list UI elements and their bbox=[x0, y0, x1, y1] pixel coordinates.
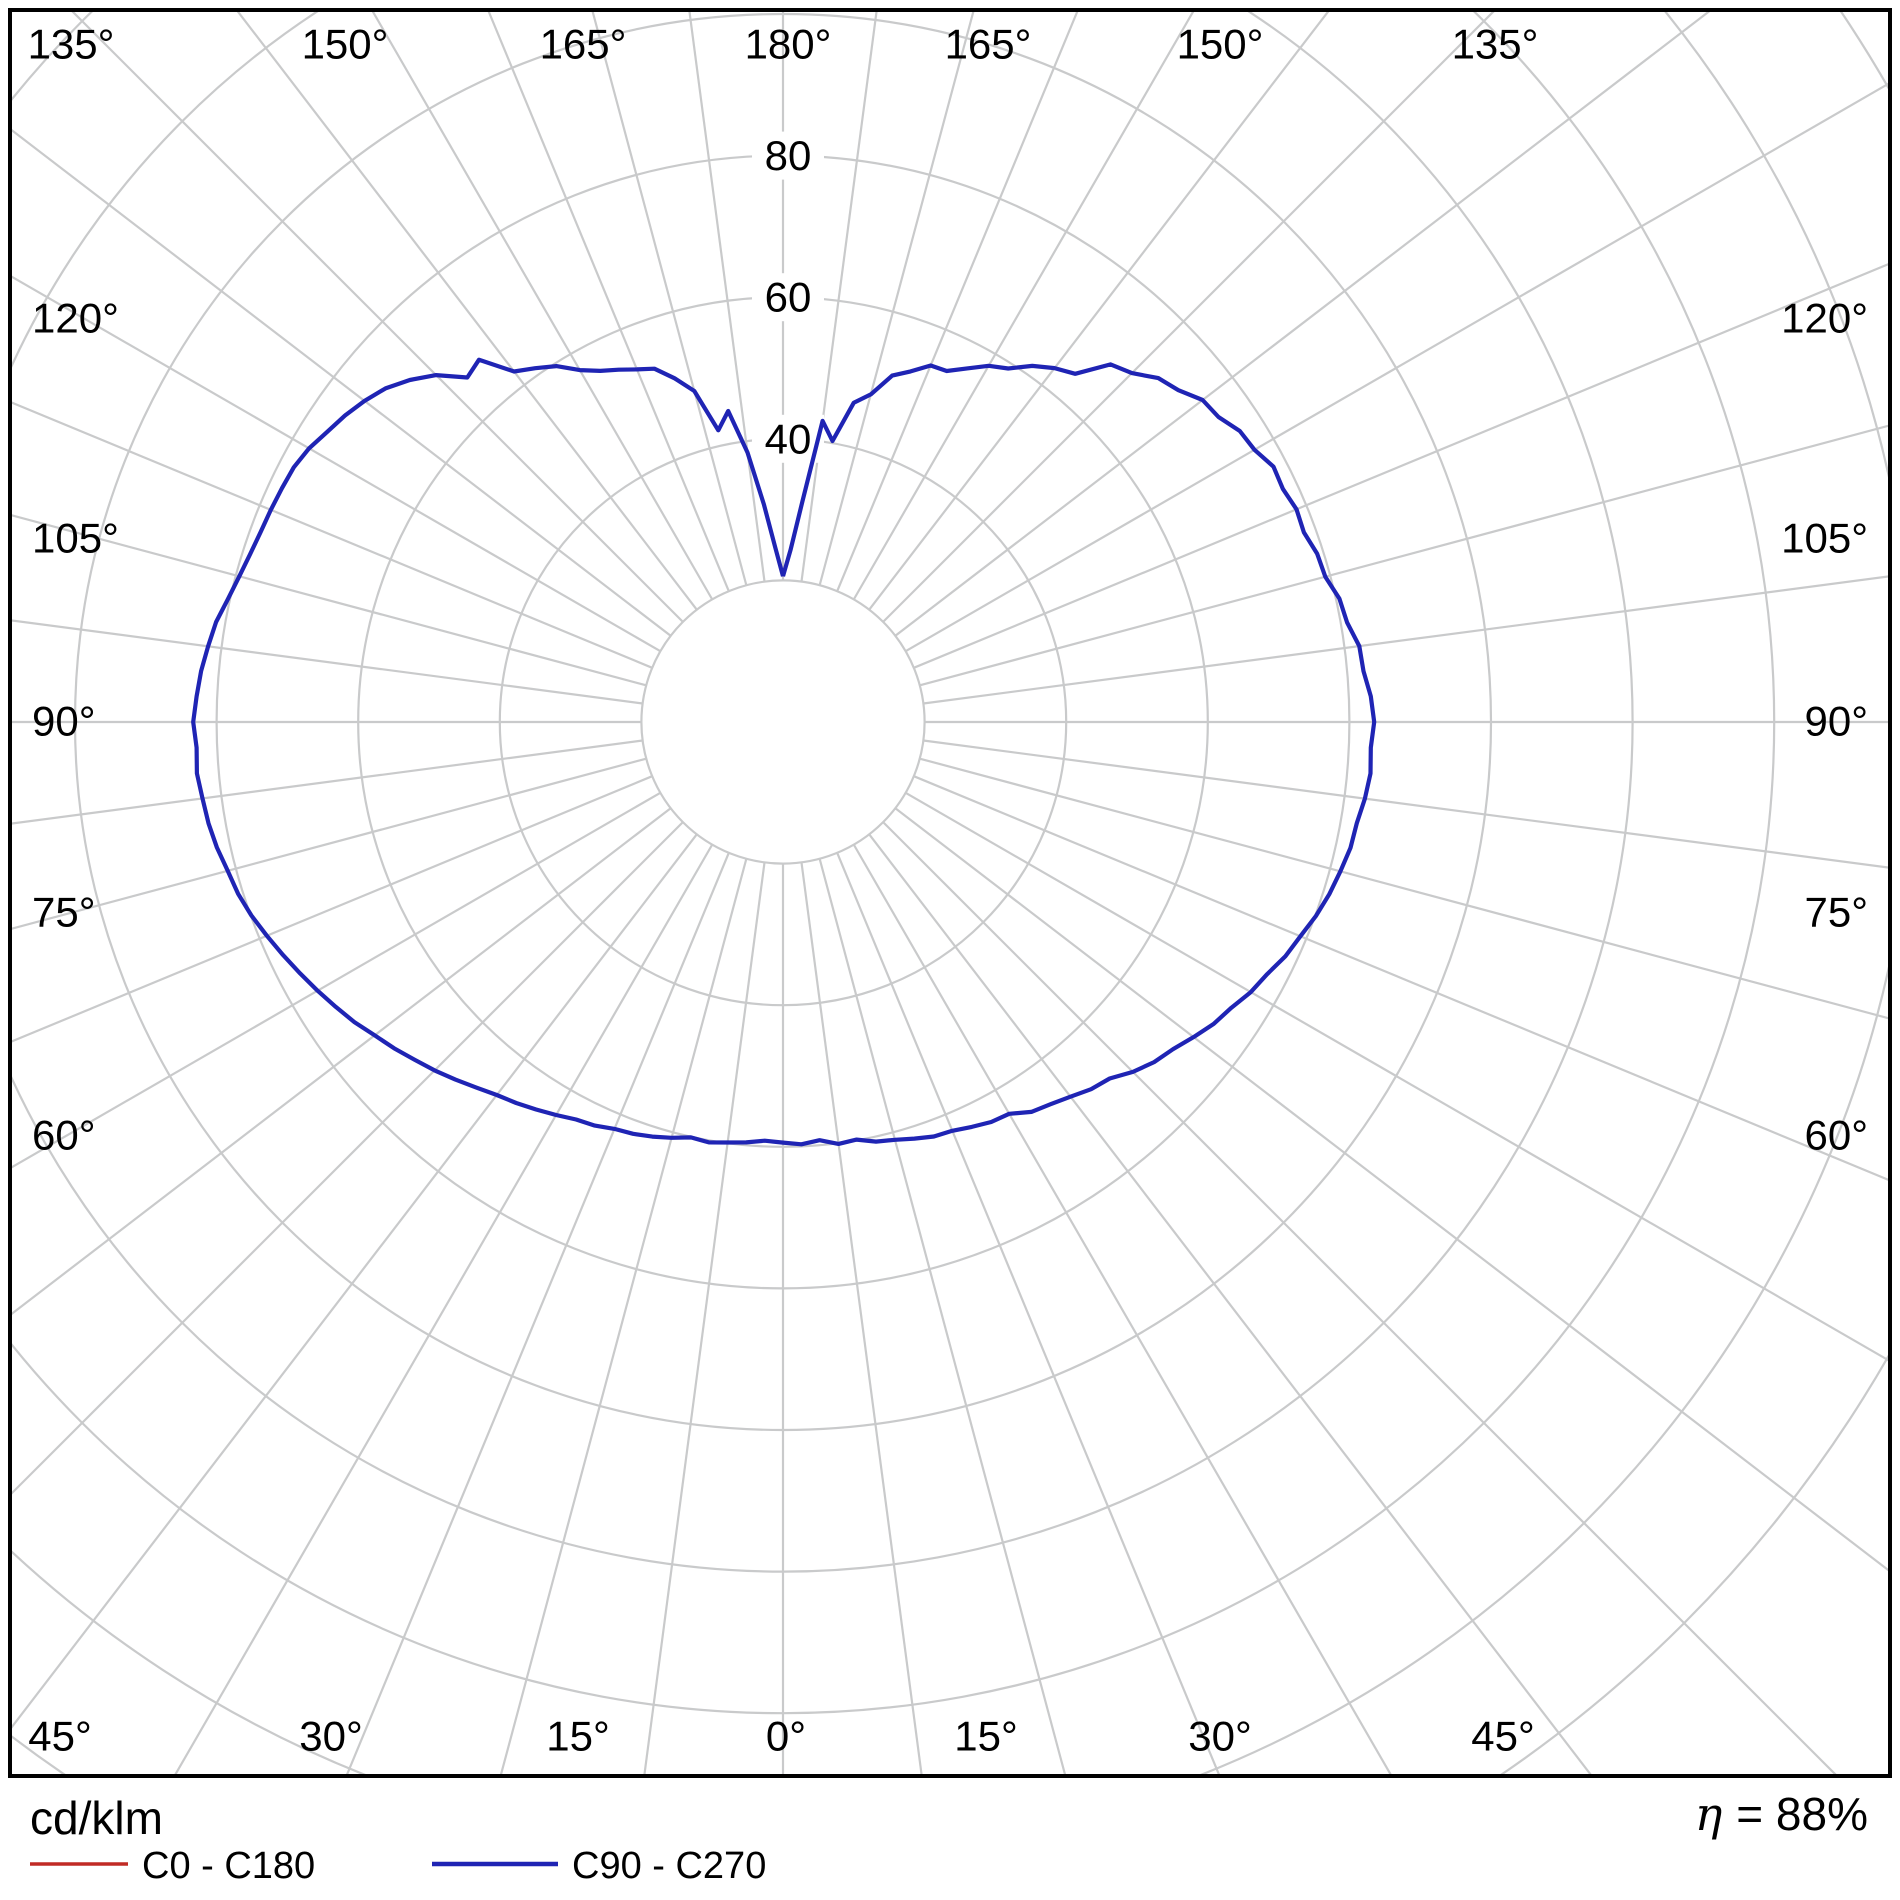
angle-label-right: 75° bbox=[1804, 889, 1868, 936]
angle-label-left: 120° bbox=[32, 295, 119, 342]
angle-label-bottom: 30° bbox=[1188, 1713, 1252, 1760]
grid-radial-line bbox=[894, 807, 1888, 1572]
grid-ring bbox=[12, 12, 1634, 1573]
grid-radial-line bbox=[836, 852, 1220, 1774]
grid-radial-line bbox=[836, 12, 1079, 592]
grid-radial-line bbox=[905, 791, 1888, 1362]
grid-radial-line bbox=[923, 575, 1888, 705]
grid-radial-line bbox=[12, 619, 643, 705]
grid-radial-line bbox=[923, 739, 1888, 869]
grid-radial-line bbox=[868, 833, 1592, 1774]
grid-radial-line bbox=[894, 12, 1711, 637]
angle-label-top: 150° bbox=[1177, 21, 1264, 68]
angle-labels: 135° 150° 165° 180° 165° 150° 135° 45° 30° 15° 0° 1… bbox=[28, 21, 1868, 1760]
angle-label-top: 180° bbox=[745, 21, 832, 68]
grid-radial-line bbox=[852, 12, 1195, 600]
radial-tick-label: 80 bbox=[765, 132, 812, 179]
angle-label-right: 120° bbox=[1781, 295, 1868, 342]
grid-radial-line bbox=[12, 401, 653, 669]
plot-border bbox=[8, 8, 1892, 1778]
legend-label-c90-c270: C90 - C270 bbox=[572, 1845, 766, 1887]
grid-radial-line bbox=[12, 514, 647, 687]
grid-radial-line bbox=[868, 12, 1330, 611]
grid-radial-line bbox=[12, 757, 647, 930]
efficiency-label: η = 88% bbox=[1695, 1787, 1868, 1841]
angle-label-top: 150° bbox=[302, 21, 389, 68]
grid-radial-line bbox=[591, 12, 748, 586]
grid-radial-line bbox=[71, 12, 684, 623]
angle-label-left: 75° bbox=[32, 889, 96, 936]
grid-radial-line bbox=[499, 858, 748, 1774]
grid-radial-line bbox=[852, 844, 1392, 1774]
grid-radial-line bbox=[643, 862, 766, 1774]
grid-radial-line bbox=[12, 833, 698, 1729]
angle-label-bottom: 0° bbox=[766, 1713, 806, 1760]
angle-label-bottom: 45° bbox=[1471, 1713, 1535, 1760]
grid-radial-line bbox=[913, 263, 1888, 669]
grid-radial-line bbox=[371, 12, 714, 600]
grid-radial-line bbox=[882, 821, 1837, 1774]
grid-radial-line bbox=[236, 12, 698, 611]
angle-label-left: 60° bbox=[32, 1112, 96, 1159]
grid-radial-line bbox=[913, 775, 1888, 1181]
angle-label-left: 90° bbox=[32, 698, 96, 745]
grid-radial-line bbox=[688, 12, 766, 582]
grid-radial-line bbox=[818, 858, 1067, 1774]
radial-tick-halo bbox=[752, 131, 824, 180]
c90-c270-curve bbox=[191, 357, 1377, 1147]
angle-label-right: 90° bbox=[1804, 698, 1868, 745]
grid-radial-line bbox=[800, 862, 923, 1774]
grid-radial-line bbox=[12, 791, 661, 1169]
angle-label-left: 105° bbox=[32, 515, 119, 562]
intensity-curves bbox=[191, 357, 1377, 1147]
angle-label-top: 135° bbox=[28, 21, 115, 68]
angle-label-bottom: 15° bbox=[954, 1713, 1018, 1760]
grid-radial-line bbox=[12, 275, 661, 653]
grid-radial-line bbox=[919, 424, 1888, 687]
grid-radial-line bbox=[487, 12, 730, 592]
eta-symbol: η bbox=[1695, 1787, 1723, 1841]
grid-ring bbox=[640, 579, 926, 865]
grid-radial-line bbox=[12, 739, 643, 825]
angle-label-right: 105° bbox=[1781, 515, 1868, 562]
angle-label-bottom: 30° bbox=[299, 1713, 363, 1760]
grid-radial-line bbox=[882, 12, 1495, 623]
grid-radial-line bbox=[346, 852, 730, 1774]
footer: cd/klm η = 88% C0 - C180 C90 - C270 bbox=[30, 1787, 1868, 1887]
grid-radial-line bbox=[12, 807, 672, 1315]
angle-label-bottom: 45° bbox=[28, 1713, 92, 1760]
angle-label-right: 60° bbox=[1804, 1112, 1868, 1159]
units-label: cd/klm bbox=[30, 1792, 163, 1844]
grid-radial-line bbox=[905, 82, 1888, 653]
radial-tick-label: 40 bbox=[765, 415, 812, 462]
grid-radial-line bbox=[12, 775, 653, 1043]
grid-radial-line bbox=[174, 844, 714, 1774]
grid-radial-line bbox=[12, 129, 672, 637]
angle-label-bottom: 15° bbox=[546, 1713, 610, 1760]
angle-label-top: 165° bbox=[945, 21, 1032, 68]
radial-tick-labels: 40 60 80 bbox=[752, 131, 824, 463]
angle-label-top: 135° bbox=[1452, 21, 1539, 68]
grid-radial-line bbox=[818, 12, 975, 586]
grid-radial-line bbox=[800, 12, 878, 582]
eta-value: = 88% bbox=[1736, 1788, 1868, 1840]
grid-radial-line bbox=[919, 757, 1888, 1020]
grid-radial-line bbox=[12, 821, 684, 1495]
angle-label-top: 165° bbox=[540, 21, 627, 68]
radial-tick-label: 60 bbox=[765, 274, 812, 321]
radial-tick-halo bbox=[752, 273, 824, 322]
legend-label-c0-c180: C0 - C180 bbox=[142, 1845, 315, 1887]
